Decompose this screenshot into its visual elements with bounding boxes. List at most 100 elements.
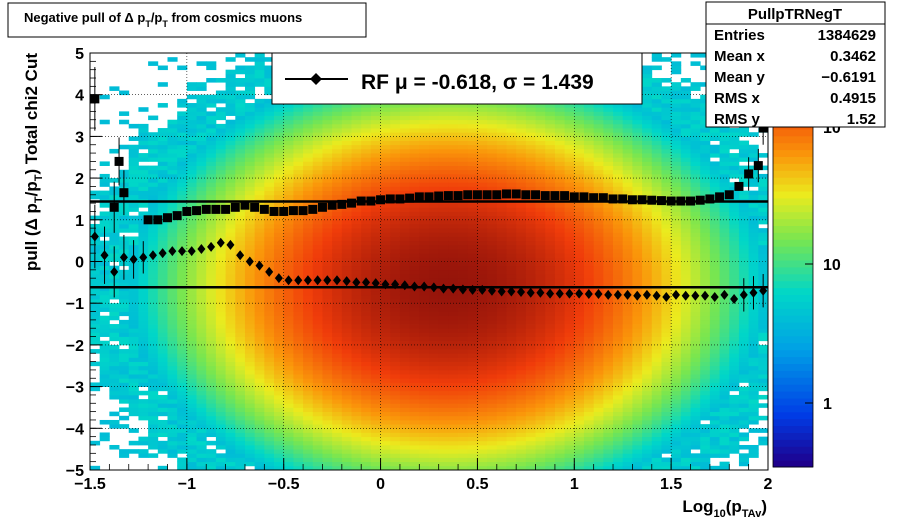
- heatmap-cell: [516, 399, 527, 404]
- heatmap-cell: [138, 136, 149, 141]
- heatmap-cell: [303, 107, 314, 112]
- heatmap-cell: [506, 257, 517, 262]
- heatmap-cell: [467, 344, 478, 350]
- heatmap-cell: [332, 269, 343, 275]
- heatmap-cell: [467, 282, 478, 287]
- heatmap-cell: [496, 194, 507, 200]
- heatmap-cell: [399, 232, 411, 237]
- heatmap-cell: [593, 307, 604, 312]
- heatmap-cell: [429, 140, 440, 146]
- heatmap-cell: [225, 432, 236, 438]
- heatmap-cell: [361, 153, 372, 158]
- heatmap-cell: [487, 353, 498, 358]
- heatmap-cell: [516, 107, 527, 112]
- heatmap-cell: [186, 382, 197, 387]
- heatmap-cell: [186, 215, 197, 221]
- heatmap-cell: [593, 449, 604, 454]
- heatmap-cell: [264, 98, 275, 104]
- heatmap-cell: [603, 315, 614, 321]
- heatmap-cell: [351, 228, 362, 233]
- heatmap-cell: [438, 111, 449, 116]
- heatmap-cell: [429, 182, 440, 187]
- heatmap-cell: [119, 228, 130, 233]
- heatmap-cell: [264, 357, 275, 362]
- heatmap-cell: [506, 374, 517, 379]
- heatmap-cell: [196, 436, 207, 442]
- heatmap-cell: [380, 407, 391, 413]
- heatmap-cell: [225, 340, 236, 346]
- heatmap-cell: [293, 311, 304, 317]
- heatmap-cell: [438, 215, 449, 221]
- heatmap-cell: [458, 428, 469, 433]
- heatmap-cell: [167, 269, 178, 275]
- heatmap-cell: [341, 440, 352, 446]
- heatmap-cell: [554, 432, 565, 438]
- heatmap-cell: [186, 190, 197, 196]
- heatmap-cell: [429, 194, 440, 200]
- heatmap-cell: [370, 248, 381, 254]
- heatmap-cell: [274, 165, 285, 171]
- heatmap-cell: [303, 119, 314, 125]
- heatmap-cell: [593, 299, 604, 304]
- heatmap-cell: [225, 282, 236, 287]
- heatmap-cell: [535, 399, 546, 404]
- heatmap-cell: [157, 282, 168, 287]
- heatmap-cell: [264, 453, 275, 458]
- heatmap-cell: [244, 336, 256, 342]
- heatmap-cell: [525, 219, 536, 225]
- heatmap-cell: [399, 228, 411, 233]
- heatmap-cell: [574, 307, 585, 312]
- heatmap-cell: [361, 394, 372, 400]
- heatmap-cell: [593, 207, 604, 212]
- heatmap-cell: [215, 161, 226, 166]
- heatmap-cell: [109, 374, 120, 379]
- heatmap-cell: [322, 332, 333, 337]
- heatmap-cell: [274, 303, 285, 308]
- heatmap-cell: [564, 228, 575, 233]
- heatmap-cell: [506, 365, 517, 371]
- heatmap-cell: [593, 194, 604, 200]
- heatmap-cell: [429, 436, 440, 442]
- heatmap-cell: [361, 232, 372, 237]
- heatmap-cell: [215, 344, 226, 350]
- heatmap-cell: [332, 386, 343, 392]
- heatmap-cell: [448, 465, 459, 471]
- heatmap-cell: [525, 161, 536, 166]
- heatmap-cell: [419, 115, 430, 121]
- heatmap-cell: [554, 178, 565, 183]
- heatmap-cell: [167, 453, 178, 458]
- heatmap-cell: [467, 340, 478, 346]
- heatmap-cell: [177, 215, 188, 221]
- heatmap-cell: [390, 440, 401, 446]
- heatmap-cell: [264, 290, 275, 296]
- heatmap-cell: [157, 311, 168, 317]
- heatmap-cell: [225, 228, 236, 233]
- heatmap-cell: [303, 444, 314, 450]
- heatmap-cell: [138, 182, 149, 187]
- heatmap-cell: [448, 148, 459, 154]
- heatmap-cell: [545, 173, 556, 179]
- heatmap-cell: [148, 403, 159, 408]
- heatmap-cell: [429, 244, 440, 250]
- heatmap-cell: [458, 165, 469, 171]
- heatmap-cell: [429, 128, 440, 133]
- heatmap-cell: [264, 86, 275, 91]
- heatmap-cell: [380, 336, 391, 342]
- heatmap-cell: [487, 315, 498, 321]
- heatmap-cell: [419, 311, 430, 317]
- heatmap-cell: [390, 161, 401, 166]
- heatmap-cell: [458, 390, 469, 396]
- heatmap-cell: [438, 136, 449, 141]
- heatmap-cell: [380, 349, 391, 354]
- heatmap-cell: [399, 236, 411, 242]
- heatmap-cell: [574, 453, 585, 458]
- heatmap-cell: [583, 424, 595, 429]
- heatmap-cell: [583, 386, 595, 392]
- heatmap-cell: [419, 415, 430, 421]
- heatmap-cell: [332, 311, 343, 317]
- heatmap-cell: [138, 107, 149, 112]
- heatmap-cell: [477, 253, 488, 258]
- heatmap-cell: [564, 411, 575, 417]
- heatmap-cell: [312, 361, 323, 367]
- heatmap-cell: [341, 399, 352, 404]
